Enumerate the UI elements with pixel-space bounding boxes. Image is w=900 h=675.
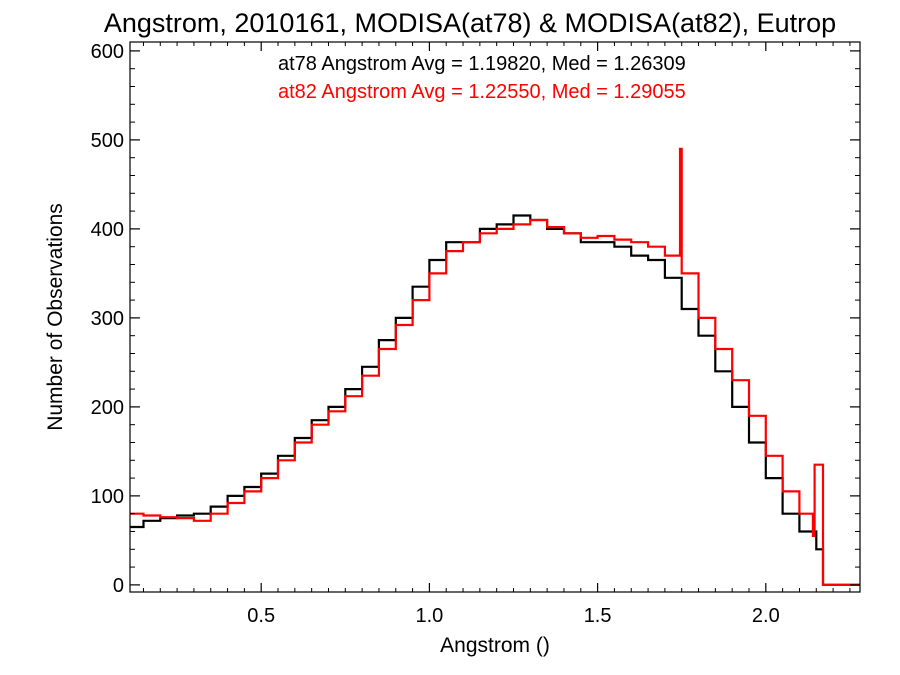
y-tick-label: 100	[91, 486, 124, 508]
y-axis-label: Number of Observations	[44, 203, 67, 431]
x-tick-label: 1.5	[584, 605, 612, 627]
y-tick-label: 200	[91, 397, 124, 419]
x-tick-label: 1.0	[415, 605, 443, 627]
y-tick-label: 500	[91, 130, 124, 152]
series-line-at82	[130, 147, 860, 586]
y-tick-label: 300	[91, 308, 124, 330]
series-line-at78	[130, 214, 860, 586]
annotation-at82: at82 Angstrom Avg = 1.22550, Med = 1.290…	[278, 81, 686, 103]
plot-frame	[129, 41, 861, 593]
y-tick-label: 600	[91, 41, 124, 63]
annotation-at78: at78 Angstrom Avg = 1.19820, Med = 1.263…	[278, 53, 686, 75]
axis-ticks: 0.5 1.0 1.5 2.0 0 100 200 300 400 500 600	[91, 41, 860, 627]
series-layer	[130, 147, 860, 586]
x-tick-label: 0.5	[247, 605, 275, 627]
y-tick-label: 0	[113, 575, 124, 597]
chart-title: Angstrom, 2010161, MODISA(at78) & MODISA…	[104, 8, 836, 38]
plot-area: 0.5 1.0 1.5 2.0 0 100 200 300 400 500 600	[91, 41, 861, 627]
x-axis-label: Angstrom ()	[440, 634, 550, 657]
x-tick-label: 2.0	[752, 605, 780, 627]
y-tick-label: 400	[91, 219, 124, 241]
